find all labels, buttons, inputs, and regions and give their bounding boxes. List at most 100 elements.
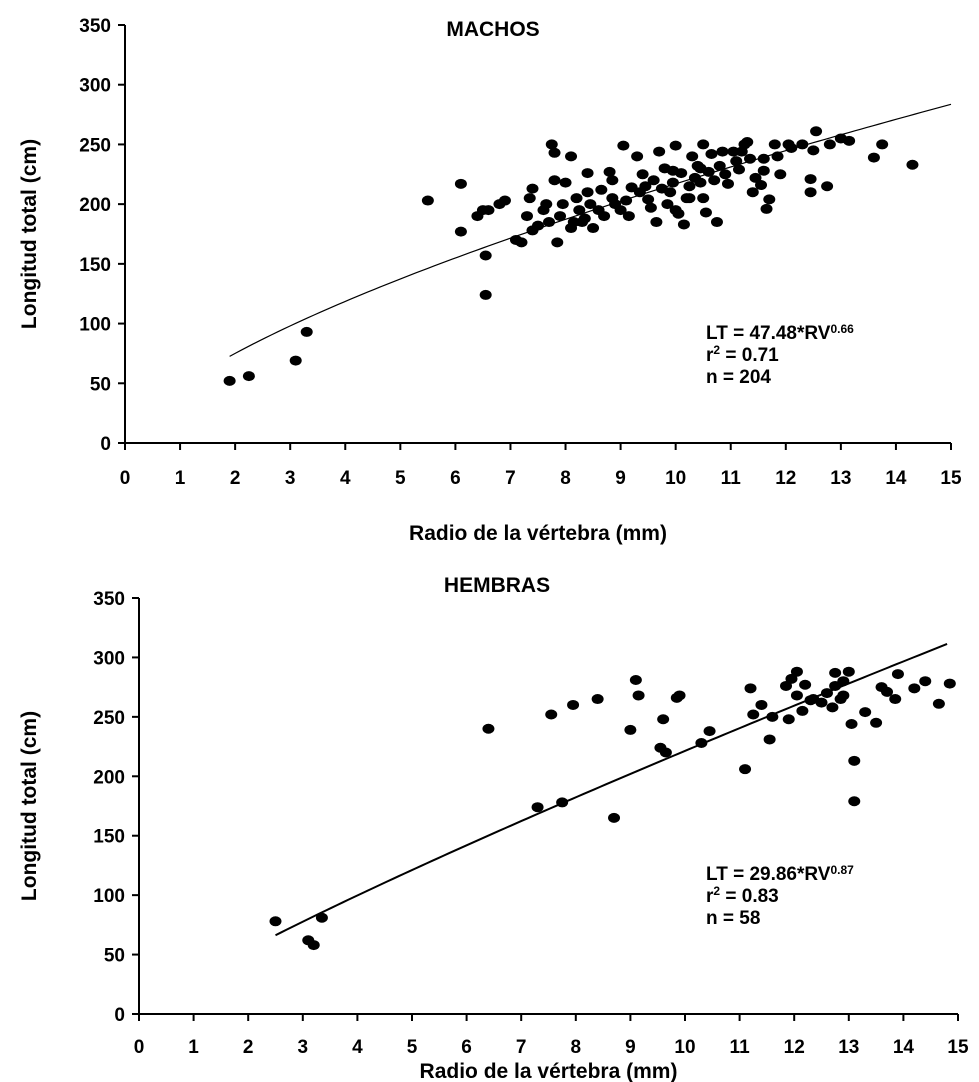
data-point [760,203,773,214]
data-point [269,916,282,927]
x-tick-label: 6 [461,1037,472,1058]
x-tick-label: 8 [571,1037,582,1058]
data-point [644,202,657,213]
data-point [732,164,745,175]
equation-exponent: 0.87 [830,863,854,877]
data-point [454,178,467,189]
x-tick-label: 4 [340,468,351,489]
data-point [695,738,708,749]
data-point [548,147,561,158]
data-point [876,139,889,150]
data-point [889,694,902,705]
data-point [242,371,255,382]
x-axis-label: Radio de la vértebra (mm) [409,522,667,545]
data-point [632,690,645,701]
x-tick-label: 5 [395,468,406,489]
data-point [837,676,850,687]
data-point [804,174,817,185]
data-point [771,151,784,162]
y-tick-label: 50 [104,946,125,967]
data-point [694,163,707,174]
data-point [757,153,770,164]
data-point [657,714,670,725]
data-point [719,169,732,180]
data-point [749,172,762,183]
data-point [421,195,434,206]
data-point [713,160,726,171]
data-point [482,205,495,216]
data-point [837,690,850,701]
x-tick-label: 2 [243,1037,254,1058]
x-tick-label: 14 [885,468,907,489]
data-point [526,183,539,194]
data-point [919,676,932,687]
x-tick-label: 13 [830,468,851,489]
y-tick-label: 50 [90,374,111,395]
data-point [454,226,467,237]
data-point [755,180,768,191]
data-point [727,146,740,157]
data-point [606,175,619,186]
data-point [697,193,710,204]
data-point [647,175,660,186]
data-point [807,145,820,156]
data-point [705,148,718,159]
data-point [683,181,696,192]
data-point [870,717,883,728]
data-point [520,211,533,222]
x-tick-label: 10 [674,1037,695,1058]
y-tick-label: 250 [79,135,111,156]
r-squared-value: = 0.71 [720,345,779,366]
y-tick-label: 200 [93,767,125,788]
data-point [565,151,578,162]
data-point [578,213,591,224]
x-tick-label: 7 [516,1037,527,1058]
data-point [766,711,779,722]
y-tick-label: 250 [93,708,125,729]
data-point [815,697,828,708]
data-point [523,193,536,204]
data-point [741,137,754,148]
data-point [573,205,586,216]
x-tick-label: 15 [947,1037,969,1058]
data-point [790,690,803,701]
y-tick-label: 300 [93,648,125,669]
data-point [300,326,313,337]
y-tick-label: 150 [93,827,125,848]
data-point [653,146,666,157]
data-point [932,698,945,709]
data-point [659,747,672,758]
x-tick-label: 0 [134,1037,145,1058]
x-tick-label: 15 [940,468,962,489]
data-point [694,177,707,188]
data-point [730,156,743,167]
x-tick-label: 8 [560,468,571,489]
data-point [629,675,642,686]
data-point [821,181,834,192]
data-point [673,690,686,701]
x-tick-label: 12 [784,1037,805,1058]
data-point [482,723,495,734]
data-point [531,802,544,813]
x-tick-label: 0 [120,468,131,489]
data-point [906,159,919,170]
data-point [891,669,904,680]
data-point [785,143,798,154]
data-point [710,217,723,228]
equation-main-text: LT = 29.86*RV [706,864,831,885]
data-point [315,912,328,923]
r-squared-prefix: r [706,345,714,366]
data-point [617,140,630,151]
data-point [796,705,809,716]
x-axis-label: Radio de la vértebra (mm) [420,1060,678,1082]
data-point [608,812,621,823]
data-point [782,714,795,725]
data-point [747,709,760,720]
data-point [587,223,600,234]
y-tick-label: 0 [114,1005,125,1026]
x-tick-label: 3 [285,468,296,489]
r-squared-superscript: 2 [713,884,720,898]
data-point [591,694,604,705]
y-tick-label: 100 [93,886,125,907]
